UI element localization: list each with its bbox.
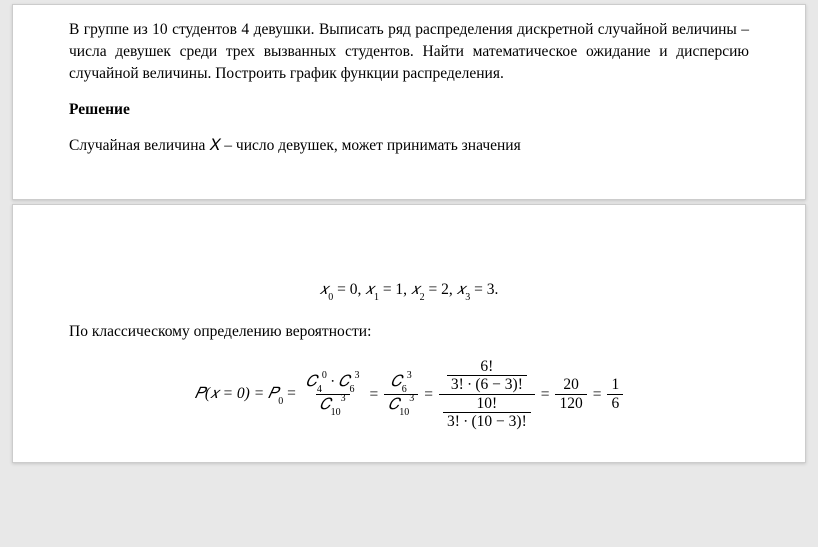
- x0-sub: 0: [328, 292, 333, 303]
- top-gap: [69, 219, 749, 267]
- c4-sub: 6: [402, 384, 407, 395]
- x3-sub: 3: [465, 292, 470, 303]
- lhs: 𝑃(𝑥 = 0) = 𝑃0 =: [195, 385, 296, 405]
- page-2-content: 𝑥0 = 0, 𝑥1 = 1, 𝑥2 = 2, 𝑥3 = 3. По класс…: [13, 205, 805, 462]
- c2-sup: 3: [354, 370, 359, 381]
- frac-1: 𝐶40 ∙ 𝐶63 𝐶103: [302, 373, 364, 417]
- values-row: 𝑥0 = 0, 𝑥1 = 1, 𝑥2 = 2, 𝑥3 = 3.: [69, 281, 749, 301]
- frac-2-num: 𝐶63: [387, 373, 416, 394]
- probability-formula: 𝑃(𝑥 = 0) = 𝑃0 = 𝐶40 ∙ 𝐶63 𝐶103 = 𝐶63 𝐶10…: [69, 359, 749, 430]
- x2-eq: = 2,: [425, 281, 457, 298]
- frac-3-den: 10! 3! ∙ (10 − 3)!: [439, 394, 535, 431]
- c4-sup: 3: [407, 370, 412, 381]
- x0-var: 𝑥: [320, 281, 329, 298]
- c1-sup: 0: [322, 370, 327, 381]
- eq1: =: [283, 385, 296, 402]
- frac-3-bot: 10! 3! ∙ (10 − 3)!: [443, 396, 531, 431]
- frac-1-num: 𝐶40 ∙ 𝐶63: [302, 373, 364, 394]
- frac-1-den: 𝐶103: [316, 394, 350, 417]
- eq4: =: [541, 386, 550, 404]
- f3-bot-num: 10!: [473, 396, 502, 412]
- problem-statement: В группе из 10 студентов 4 девушки. Выпи…: [69, 19, 749, 85]
- f3-bot-den: 3! ∙ (10 − 3)!: [443, 412, 531, 430]
- eq5: =: [593, 386, 602, 404]
- c5: 𝐶: [388, 396, 399, 413]
- c4: 𝐶: [391, 373, 402, 390]
- classical-def-line: По классическому определению вероятности…: [69, 321, 749, 343]
- eq3: =: [424, 386, 433, 404]
- f3-top-num: 6!: [476, 359, 497, 375]
- frac-3-top: 6! 3! ∙ (6 − 3)!: [447, 359, 527, 394]
- f3-top-den: 3! ∙ (6 − 3)!: [447, 375, 527, 393]
- frac-5-den: 6: [607, 394, 623, 412]
- frac-3-num: 6! 3! ∙ (6 − 3)!: [443, 359, 531, 394]
- page-1-content: В группе из 10 студентов 4 девушки. Выпи…: [13, 5, 805, 199]
- frac-3: 6! 3! ∙ (6 − 3)! 10! 3! ∙ (10 − 3)!: [439, 359, 535, 430]
- intro-line: Случайная величина 𝑋 – число девушек, мо…: [69, 135, 749, 157]
- frac-2: 𝐶63 𝐶103: [384, 373, 418, 417]
- lhs-p: 𝑃(𝑥 = 0) = 𝑃: [195, 385, 278, 402]
- c2: 𝐶: [338, 373, 349, 390]
- x0-eq: = 0,: [333, 281, 365, 298]
- solution-heading: Решение: [69, 101, 749, 119]
- c3-sup: 3: [341, 393, 346, 404]
- c2-sub: 6: [349, 384, 354, 395]
- frac-4-den: 120: [555, 394, 586, 412]
- c5-sub: 10: [399, 407, 409, 418]
- x2-sub: 2: [420, 292, 425, 303]
- c5-sup: 3: [409, 393, 414, 404]
- c1-sub: 4: [317, 384, 322, 395]
- x1-eq: = 1,: [379, 281, 411, 298]
- x1-var: 𝑥: [365, 281, 374, 298]
- c1: 𝐶: [306, 373, 317, 390]
- x3-eq: = 3.: [470, 281, 498, 298]
- eq2: =: [369, 386, 378, 404]
- x1-sub: 1: [374, 292, 379, 303]
- c3-sub: 10: [331, 407, 341, 418]
- frac-5-num: 1: [607, 377, 623, 393]
- c3: 𝐶: [320, 396, 331, 413]
- frac-5: 1 6: [607, 377, 623, 412]
- frac-2-den: 𝐶103: [384, 394, 418, 417]
- lhs-p-sub: 0: [278, 396, 283, 407]
- page-2: 𝑥0 = 0, 𝑥1 = 1, 𝑥2 = 2, 𝑥3 = 3. По класс…: [12, 204, 806, 463]
- frac-4: 20 120: [555, 377, 586, 412]
- x2-var: 𝑥: [411, 281, 420, 298]
- page-1: В группе из 10 студентов 4 девушки. Выпи…: [12, 4, 806, 200]
- dot1: ∙: [327, 373, 339, 390]
- frac-4-num: 20: [559, 377, 583, 393]
- x3-var: 𝑥: [457, 281, 466, 298]
